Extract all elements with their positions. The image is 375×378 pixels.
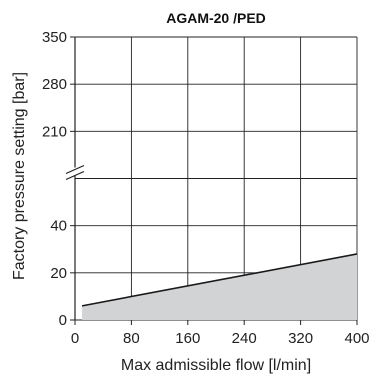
x-tick-label: 240 [232,330,257,347]
y-axis-label: Factory pressure setting [bar] [11,72,28,280]
y-axis-break [65,164,85,181]
x-tick-label: 0 [71,330,79,347]
chart-title: AGAM-20 /PED [166,10,266,26]
series-area [82,253,358,320]
series-line [81,253,358,307]
y-tick-label: 20 [50,265,67,282]
y-tick-label: 40 [50,218,67,235]
axis-break-mark [65,170,85,181]
y-tick-label: 280 [42,76,67,93]
x-tick-label: 160 [175,330,200,347]
x-tick-label: 400 [344,330,369,347]
axis-break-gap [66,167,84,176]
y-tick-labels: 0 20 40 210 280 350 [42,29,67,329]
x-tick-labels: 0 80 160 240 320 400 [71,330,370,347]
y-tick-label: 0 [59,312,67,329]
x-axis-label: Max admissible flow [l/min] [121,357,311,374]
grid [70,36,358,325]
y-tick-label: 210 [42,123,67,140]
y-tick-label: 350 [42,29,67,46]
x-tick-label: 80 [123,330,140,347]
axis-break-mark [65,164,85,175]
x-tick-label: 320 [288,330,313,347]
